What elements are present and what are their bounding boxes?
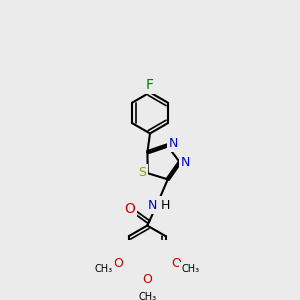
Text: N: N (148, 199, 158, 212)
Text: O: O (124, 202, 135, 216)
Text: CH₃: CH₃ (95, 264, 113, 274)
Text: O: O (142, 273, 152, 286)
Text: F: F (146, 78, 154, 92)
Text: O: O (114, 257, 123, 270)
Text: N: N (181, 156, 190, 170)
Text: H: H (161, 199, 170, 212)
Text: N: N (169, 137, 178, 150)
Text: O: O (171, 257, 181, 270)
Text: CH₃: CH₃ (182, 264, 200, 274)
Text: S: S (138, 166, 146, 179)
Text: CH₃: CH₃ (138, 292, 156, 300)
